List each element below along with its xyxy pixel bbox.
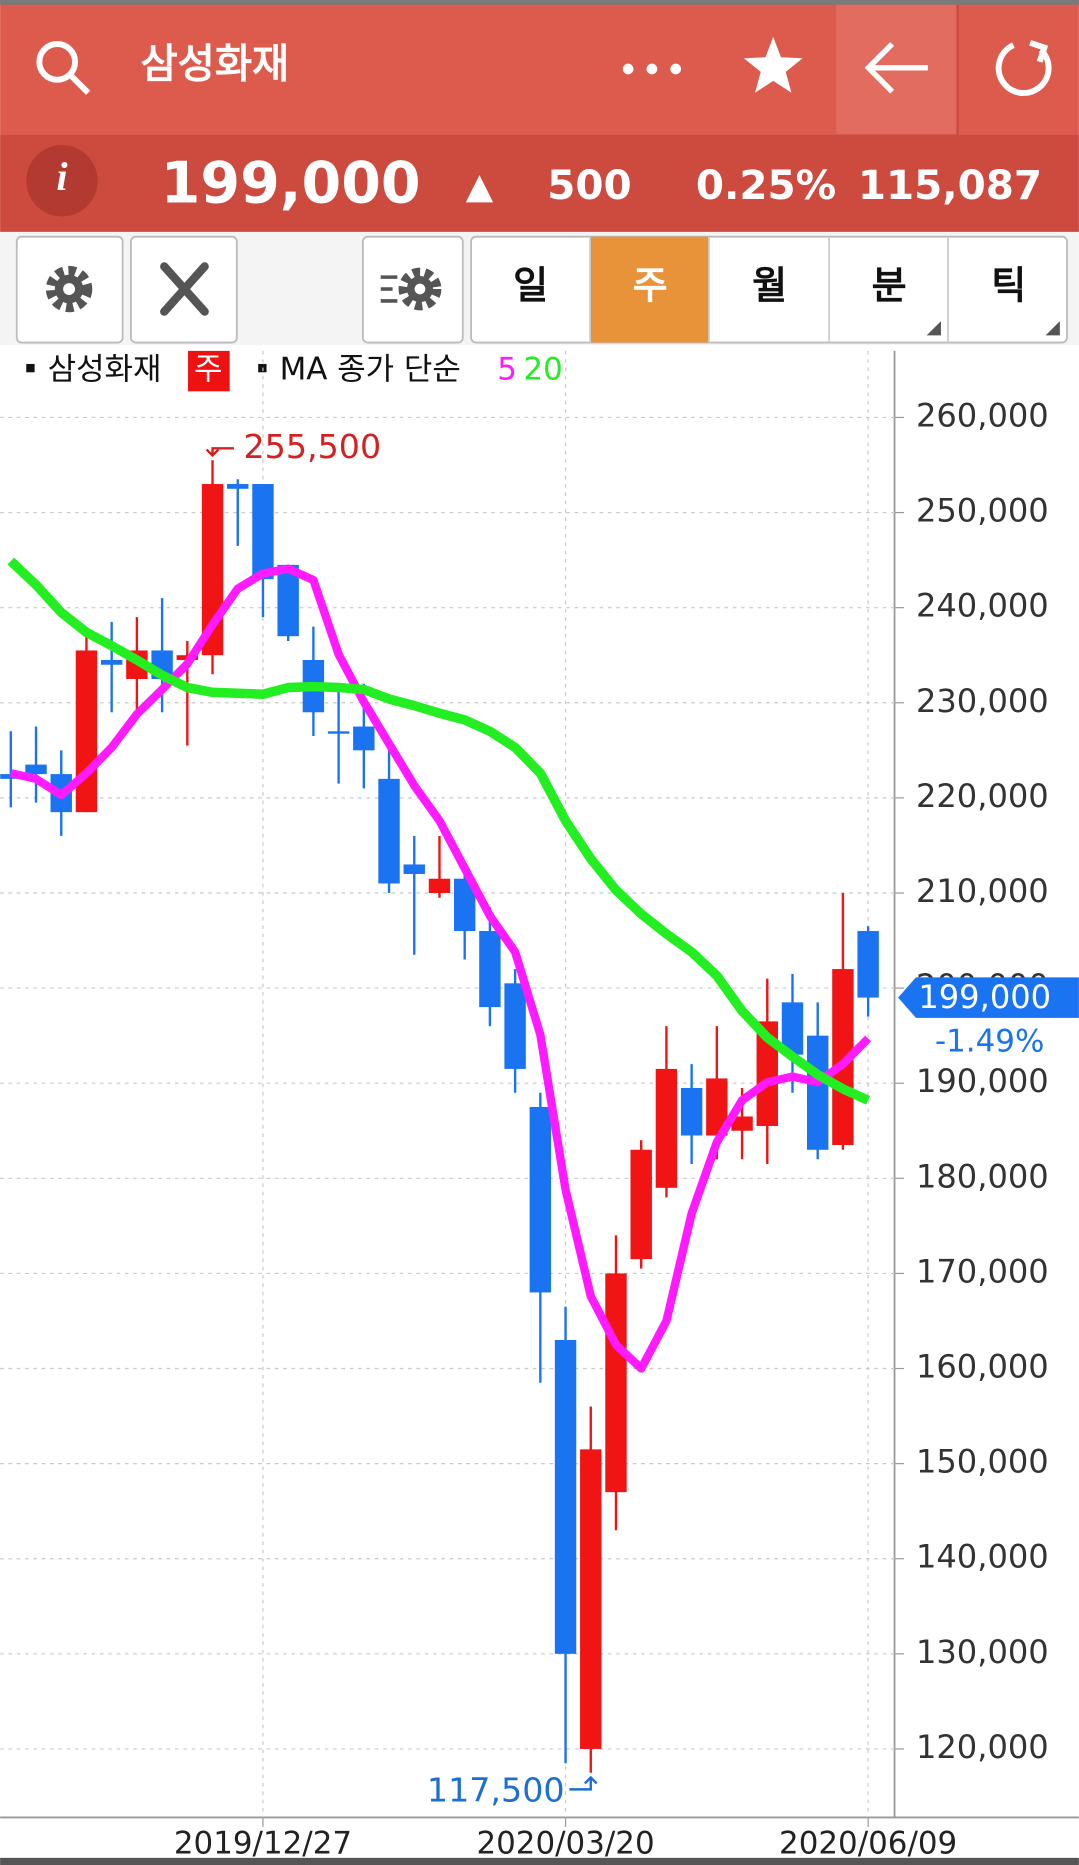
favorite-icon[interactable] [743, 36, 803, 93]
y-tick-label: 170,000 [916, 1252, 1049, 1290]
y-tick-label: 210,000 [916, 872, 1049, 910]
search-icon[interactable] [36, 41, 91, 95]
back-icon[interactable] [864, 42, 928, 94]
period-tab[interactable]: 주 [633, 263, 668, 307]
annotation-arrow [205, 447, 234, 458]
stock-title: 삼성화재 [140, 40, 289, 88]
candle-body [453, 878, 476, 932]
y-tick-label: 120,000 [916, 1728, 1049, 1766]
y-tick-label: 180,000 [916, 1157, 1049, 1195]
legend-label: 5 [497, 352, 517, 388]
menu-corner [926, 321, 941, 336]
last-price-change: -1.49% [935, 1023, 1044, 1059]
candle-body [529, 1106, 552, 1293]
candle-body [554, 1339, 577, 1654]
candle-body [806, 1035, 829, 1150]
moving-average-line [9, 564, 872, 1373]
more-icon[interactable] [622, 63, 682, 75]
volume: 115,087 [858, 161, 1042, 209]
annotation-arrow [569, 1775, 598, 1791]
status-edge [0, 0, 1079, 5]
y-tick-label: 240,000 [916, 587, 1049, 625]
candle-body [680, 1087, 703, 1136]
candle-body [479, 931, 501, 1008]
annotation-label: 255,500 [243, 427, 381, 466]
period-badge-text: 주 [194, 352, 222, 388]
y-tick-label: 230,000 [916, 682, 1049, 720]
price: 199,000 [161, 150, 421, 216]
y-tick-label: 220,000 [916, 777, 1049, 815]
last-price-label: 199,000 [918, 978, 1051, 1016]
candle-body [100, 659, 123, 665]
y-tick-label: 140,000 [916, 1538, 1049, 1576]
info-button[interactable] [26, 145, 98, 217]
x-tick-label: 2020/03/20 [476, 1825, 654, 1861]
legend-label: MA 종가 단순 [280, 352, 461, 388]
candle-body [75, 650, 98, 813]
candle-body [277, 564, 299, 637]
quote-bar [0, 134, 1079, 232]
candle-body [731, 1116, 753, 1131]
period-tab[interactable]: 일 [513, 263, 548, 307]
y-tick-label: 190,000 [916, 1062, 1049, 1100]
legend-label: 20 [523, 352, 562, 388]
period-tab[interactable]: 분 [872, 263, 907, 307]
refresh-icon[interactable] [995, 39, 1052, 96]
y-tick-label: 260,000 [916, 396, 1049, 434]
change: 500 [547, 161, 631, 209]
period-tab[interactable]: 틱 [991, 263, 1026, 307]
candle-body [327, 731, 350, 734]
legend-marker [26, 363, 35, 373]
candle-body [706, 1078, 728, 1136]
candle-body [378, 778, 400, 884]
candle-body [781, 1002, 804, 1055]
candle-body [857, 931, 879, 998]
candle-body [353, 726, 375, 751]
period-tab[interactable]: 월 [752, 263, 787, 307]
indicator-icon [380, 267, 442, 311]
info-icon: i [56, 154, 68, 199]
candle-body [504, 983, 526, 1069]
gear-icon [45, 265, 93, 313]
menu-corner [1045, 321, 1060, 336]
candle-body [25, 764, 47, 775]
candle-body [655, 1068, 678, 1188]
legend-label: 삼성화재 [48, 352, 162, 388]
period-badge [188, 350, 230, 392]
bottom-edge [0, 1857, 1079, 1865]
change-rate: 0.25% [696, 161, 836, 209]
candle-body [227, 484, 249, 489]
candle-body [605, 1273, 627, 1493]
candle-body [630, 1149, 652, 1260]
x-tick-label: 2020/06/09 [779, 1825, 957, 1861]
moving-average-line [7, 557, 871, 1105]
candle-body [580, 1449, 602, 1749]
y-tick-label: 130,000 [916, 1633, 1049, 1671]
last-price-tag [898, 977, 1079, 1018]
direction: ▲ [466, 166, 494, 207]
tools-icon [160, 262, 209, 316]
x-tick-label: 2019/12/27 [174, 1825, 352, 1861]
period-active [590, 236, 709, 343]
candle-body [252, 484, 274, 580]
legend-marker [258, 363, 267, 373]
y-tick-label: 250,000 [916, 492, 1049, 530]
y-tick-label: 160,000 [916, 1348, 1049, 1386]
y-tick-label: 150,000 [916, 1443, 1049, 1481]
candle-body [403, 864, 425, 874]
candle-body [832, 969, 854, 1146]
annotation-label: 117,500 [427, 1770, 565, 1809]
candle-body [428, 878, 451, 893]
